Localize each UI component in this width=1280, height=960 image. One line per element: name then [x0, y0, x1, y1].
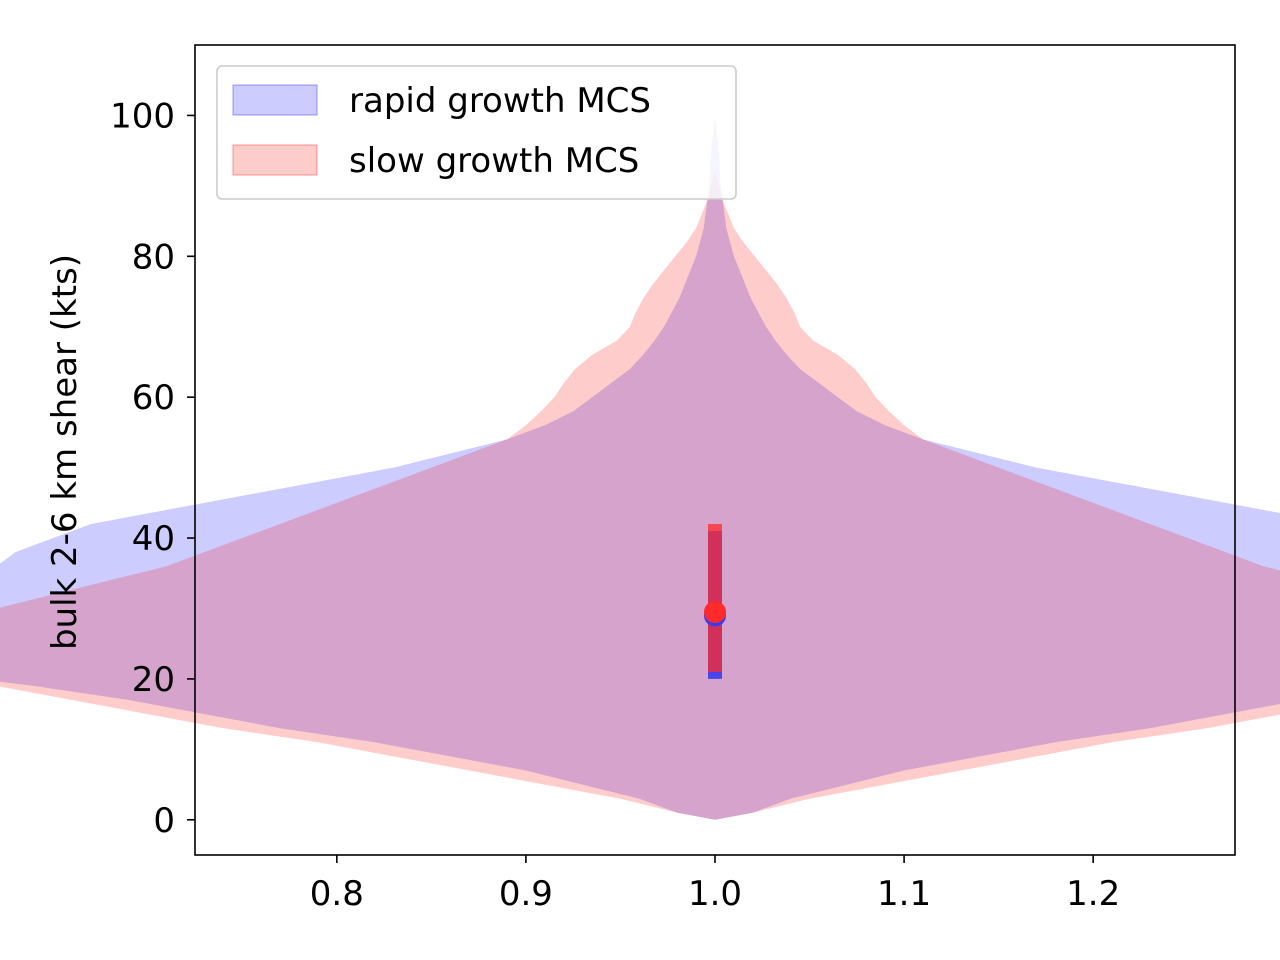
legend-frame [216, 65, 737, 200]
y-axis-label: bulk 2-6 km shear (kts) [45, 254, 85, 650]
y-tick-label: 20 [132, 660, 175, 700]
x-tick-label: 0.8 [310, 874, 364, 914]
violin-slow-growth [0, 171, 1280, 820]
legend: rapid growth MCS slow growth MCS [216, 65, 737, 200]
y-tick-label: 60 [132, 378, 175, 418]
y-tick-label: 0 [153, 801, 175, 841]
legend-swatch-rapid-growth [232, 84, 318, 116]
y-tick-label: 40 [132, 519, 175, 559]
x-tick-label: 1.0 [688, 874, 742, 914]
x-axis: 0.8 0.9 1.0 1.1 1.2 [310, 855, 1120, 914]
x-tick-label: 1.1 [877, 874, 931, 914]
violin-rapid-growth [0, 115, 1280, 820]
y-axis: 0 20 40 60 80 100 [110, 96, 195, 841]
y-tick-label: 80 [132, 237, 175, 277]
legend-swatch-slow-growth [232, 144, 318, 176]
violin-statistics [704, 523, 726, 679]
median-point-slow-growth [704, 601, 726, 623]
violins [0, 115, 1280, 820]
legend-label-slow-growth: slow growth MCS [349, 141, 639, 181]
y-tick-label: 100 [110, 96, 175, 136]
x-tick-label: 1.2 [1066, 874, 1120, 914]
legend-label-rapid-growth: rapid growth MCS [349, 81, 651, 121]
x-tick-label: 0.9 [499, 874, 553, 914]
